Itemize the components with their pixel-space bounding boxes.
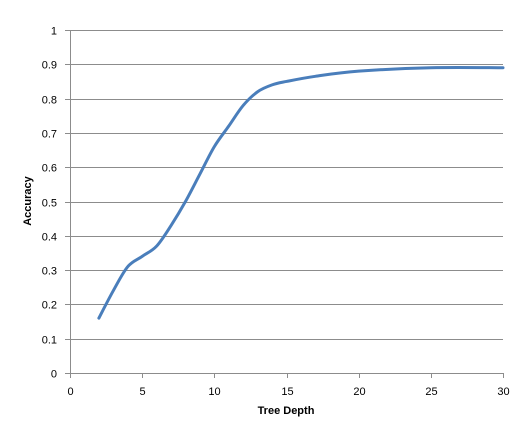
- y-tick-label: 1: [51, 26, 57, 38]
- x-tick-label: 5: [139, 386, 145, 398]
- y-tick-label: 0: [51, 369, 57, 381]
- y-axis-title: Accuracy: [22, 175, 34, 225]
- x-axis-title: Tree Depth: [258, 405, 315, 417]
- y-tick-label: 0.5: [42, 198, 57, 210]
- y-tick-label: 0.2: [42, 300, 57, 312]
- series-layer: [97, 65, 505, 320]
- series-line-0: [97, 65, 505, 320]
- y-tick-label: 0.9: [42, 60, 57, 72]
- y-tick-label: 0.8: [42, 95, 57, 107]
- x-tick-label: 15: [281, 386, 293, 398]
- y-tick-label: 0.1: [42, 335, 57, 347]
- x-tick-label: 0: [67, 386, 73, 398]
- y-tick-label: 0.4: [42, 232, 57, 244]
- x-tick-label: 30: [497, 386, 509, 398]
- y-tick-label: 0.3: [42, 266, 57, 278]
- x-tick-label: 10: [208, 386, 220, 398]
- x-tick-labels: 0 5 10 15 20 25 30: [67, 373, 510, 398]
- grid-lines: [70, 30, 503, 340]
- y-tick-label: 0.7: [42, 129, 57, 141]
- y-tick-labels: 0 0.1 0.2 0.3 0.4 0.5 0.6 0.7 0.8 0.9 1: [42, 26, 70, 381]
- x-tick-label: 20: [353, 386, 365, 398]
- x-tick-label: 25: [425, 386, 437, 398]
- y-tick-label: 0.6: [42, 163, 57, 175]
